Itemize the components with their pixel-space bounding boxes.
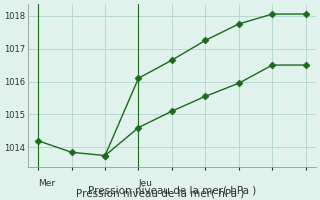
Text: Pression niveau de la mer( hPa ): Pression niveau de la mer( hPa ) [76,188,244,198]
Text: Mer: Mer [38,179,55,188]
Text: Jeu: Jeu [139,179,153,188]
X-axis label: Pression niveau de la mer( hPa ): Pression niveau de la mer( hPa ) [88,186,256,196]
